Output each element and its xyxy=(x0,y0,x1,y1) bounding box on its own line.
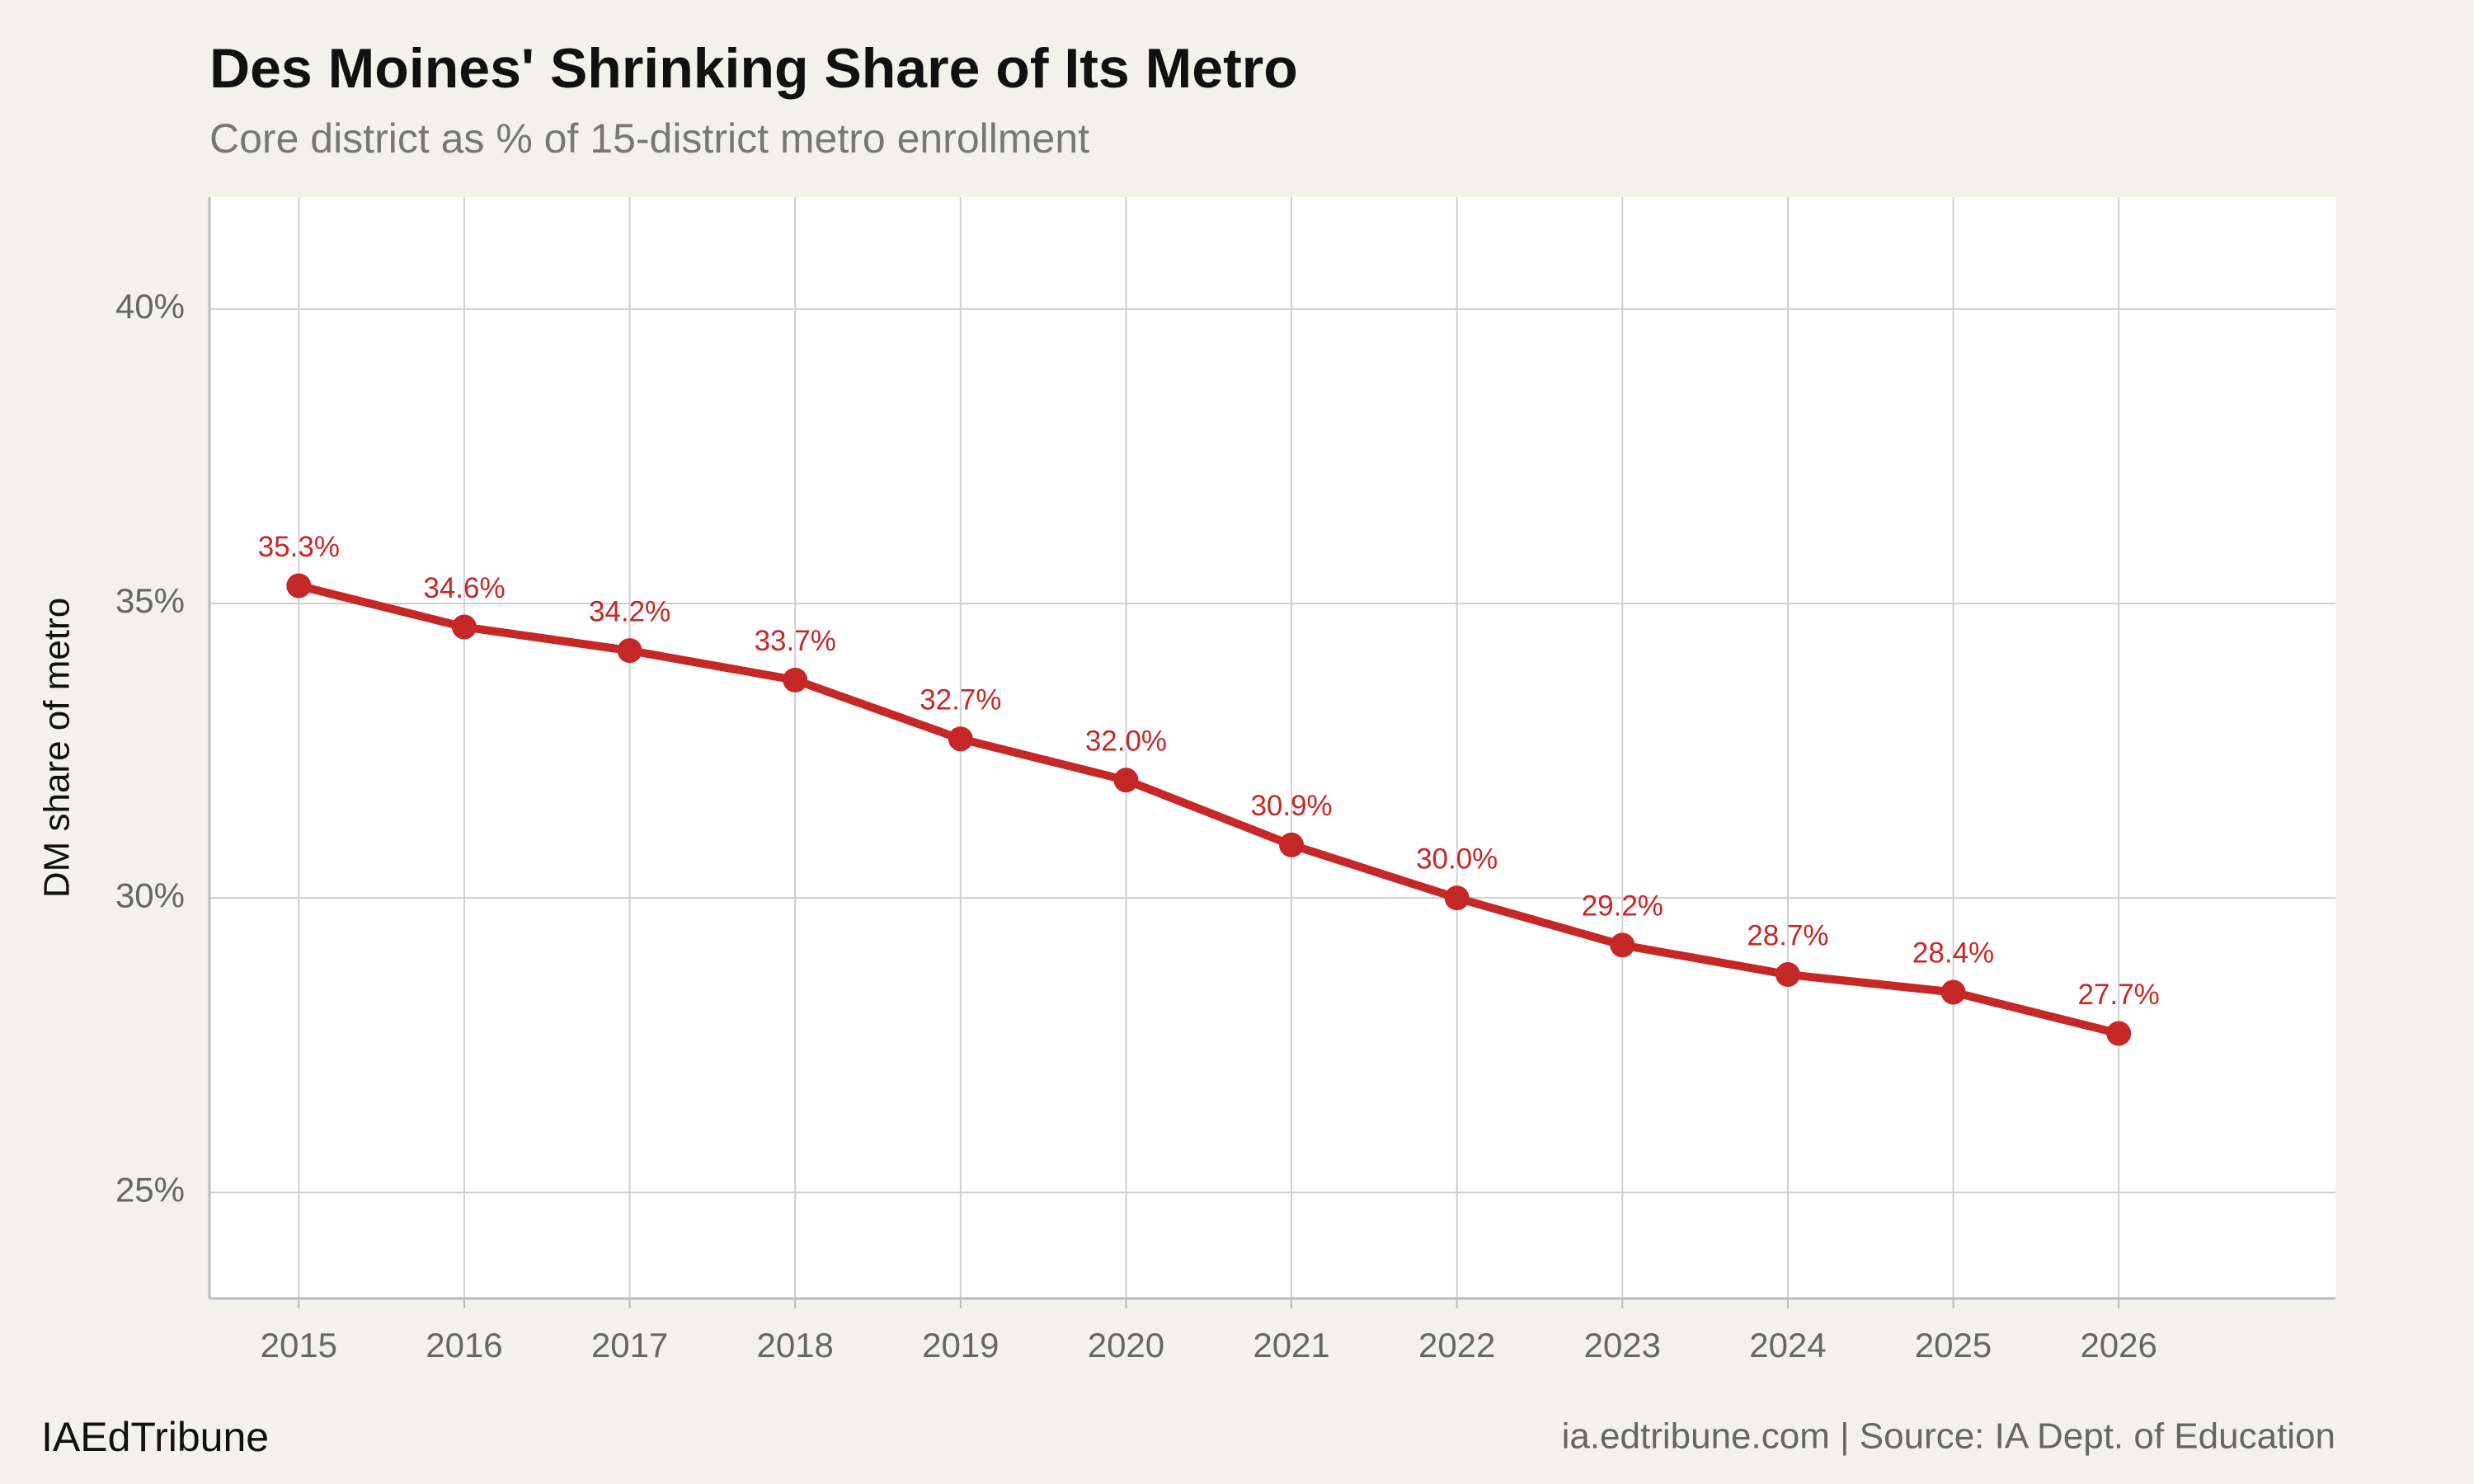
point xyxy=(286,573,312,599)
value-label: 30.0% xyxy=(1416,843,1498,875)
value-label: 28.4% xyxy=(1912,937,1994,970)
value-label: 35.3% xyxy=(258,531,340,563)
value-label: 34.2% xyxy=(589,595,670,627)
footer-right: ia.edtribune.com | Source: IA Dept. of E… xyxy=(1562,1416,2335,1457)
value-label: 32.7% xyxy=(920,684,1001,716)
x-tick-label: 2026 xyxy=(2080,1326,2157,1364)
value-label: 34.6% xyxy=(423,572,505,604)
x-tick-label: 2024 xyxy=(1749,1326,1826,1364)
x-tick-label: 2017 xyxy=(591,1326,668,1364)
value-label: 32.0% xyxy=(1085,726,1167,758)
x-tick-label: 2019 xyxy=(922,1326,999,1364)
chart-subtitle: Core district as % of 15-district metro … xyxy=(209,115,1089,162)
point xyxy=(1610,932,1635,958)
point xyxy=(1775,962,1800,988)
chart-title: Des Moines' Shrinking Share of Its Metro xyxy=(209,37,1298,100)
x-tick-label: 2021 xyxy=(1253,1326,1329,1364)
x-tick-label: 2020 xyxy=(1088,1326,1164,1364)
point xyxy=(2106,1021,2132,1046)
line xyxy=(298,581,2120,1038)
footer-left: IAEdTribune xyxy=(41,1414,269,1460)
value-label: 28.7% xyxy=(1747,919,1828,951)
y-tick-label: 25% xyxy=(115,1170,185,1209)
value-label: 27.7% xyxy=(2078,979,2160,1011)
point xyxy=(1113,768,1139,793)
value-label: 30.9% xyxy=(1250,790,1332,822)
x-tick-label: 2025 xyxy=(1915,1326,1992,1364)
x-tick-label: 2018 xyxy=(756,1326,833,1364)
x-tick-label: 2023 xyxy=(1584,1326,1661,1364)
value-label: 33.7% xyxy=(755,625,836,657)
x-tick-label: 2015 xyxy=(261,1326,337,1364)
x-tick-label: 2016 xyxy=(426,1326,502,1364)
value-label: 29.2% xyxy=(1582,890,1663,923)
plot-area xyxy=(209,197,2335,1298)
point xyxy=(783,667,808,693)
y-axis-label: DM share of metro xyxy=(37,598,78,898)
x-tick-label: 2022 xyxy=(1418,1326,1495,1364)
point xyxy=(617,638,642,664)
point xyxy=(1279,832,1305,857)
point xyxy=(1444,885,1470,911)
point xyxy=(1940,979,1966,1005)
y-tick-label: 40% xyxy=(115,287,185,326)
point xyxy=(451,614,477,640)
y-tick-label: 35% xyxy=(115,581,185,620)
y-tick-label: 30% xyxy=(115,876,185,914)
point xyxy=(948,726,973,752)
